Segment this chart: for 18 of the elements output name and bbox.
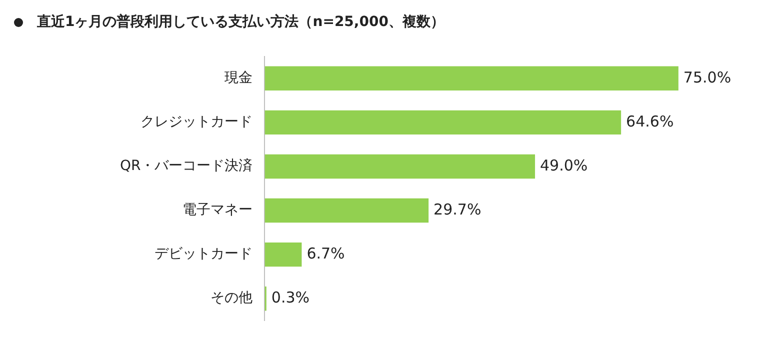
y-tick-label: QR・バーコード決済 xyxy=(120,158,253,174)
y-tick-label: クレジットカード xyxy=(140,114,253,130)
y-tick-label: 電子マネー xyxy=(182,202,253,218)
data-label: 0.3% xyxy=(271,288,310,306)
data-label: 75.0% xyxy=(683,68,732,86)
y-tick-label: デビットカード xyxy=(154,246,253,262)
data-label: 49.0% xyxy=(540,156,588,174)
y-tick-label: その他 xyxy=(210,290,253,306)
data-label: 29.7% xyxy=(434,200,482,218)
data-label: 64.6% xyxy=(626,112,674,130)
bar xyxy=(264,242,302,267)
bar xyxy=(264,66,678,91)
data-label: 6.7% xyxy=(306,244,345,262)
chart-title: 直近1ヶ月の普段利用している支払い方法（n=25,000、複数） xyxy=(37,13,444,31)
bar xyxy=(264,110,622,135)
bar xyxy=(264,154,536,179)
y-tick-label: 現金 xyxy=(224,70,253,86)
bar xyxy=(264,198,429,223)
